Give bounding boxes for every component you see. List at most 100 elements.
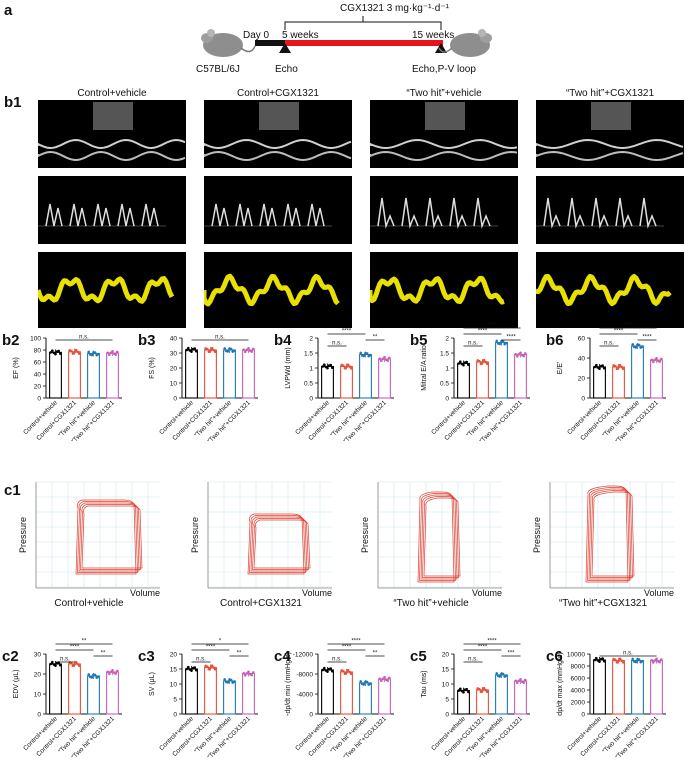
data-point — [467, 690, 470, 694]
doppler-trace — [38, 203, 166, 227]
y-tick-label: 10 — [170, 682, 178, 689]
tissue-doppler-trace — [38, 276, 175, 304]
data-point — [195, 668, 198, 672]
bar — [340, 671, 353, 715]
data-point — [498, 342, 502, 346]
pressure-axis-label: Pressure — [532, 517, 542, 553]
pressure-axis-label: Pressure — [360, 517, 370, 553]
data-point — [388, 356, 391, 360]
data-point — [74, 348, 78, 352]
tissue-doppler-image — [204, 252, 352, 328]
data-point — [185, 667, 188, 671]
tissue-doppler-wave — [204, 273, 340, 307]
doppler-wave — [567, 197, 585, 229]
bar-chart-c3: c3 0 5 10 15 20 SV (μL) Control+vehicle Control+… — [138, 639, 278, 776]
y-tick-label: 20 — [442, 652, 450, 659]
data-point — [637, 658, 641, 661]
data-point — [97, 352, 100, 356]
y-tick-label: 100 — [30, 336, 41, 343]
volume-axis-label: Volume — [130, 588, 160, 596]
data-point — [516, 354, 519, 358]
data-point — [78, 352, 81, 355]
pv-loop-trace — [247, 513, 305, 575]
data-point — [362, 683, 366, 686]
data-point — [195, 349, 198, 353]
significance-label: **** — [478, 329, 488, 335]
y-tick-label: 30 — [34, 652, 42, 659]
bar — [185, 349, 198, 399]
pv-loop-plot: Pressure Volume “Two hit”+CGX1321 — [528, 478, 678, 618]
pv-loop-svg: Pressure Volume — [532, 481, 674, 596]
data-point — [206, 347, 209, 351]
day0-label: Day 0 — [243, 30, 270, 41]
data-point — [185, 348, 188, 352]
data-point — [457, 362, 460, 365]
y-tick-label: 30 — [170, 351, 178, 358]
significance-label: ** — [101, 651, 106, 657]
data-point — [116, 350, 119, 354]
data-point — [214, 350, 217, 354]
bar — [87, 675, 100, 715]
data-point — [331, 669, 334, 673]
data-point — [210, 346, 214, 350]
data-point — [660, 357, 663, 361]
data-point — [522, 354, 525, 358]
doppler-echo-image — [370, 176, 518, 244]
data-point — [206, 665, 209, 669]
data-point — [595, 363, 598, 367]
doppler-wave — [45, 203, 63, 227]
doppler-trace — [536, 197, 664, 229]
data-point — [350, 366, 353, 370]
doppler-wave — [141, 203, 159, 227]
data-point — [658, 360, 661, 363]
y-tick-label: 2000 — [571, 700, 586, 707]
mmode-wall-line — [38, 150, 186, 162]
data-point — [478, 359, 481, 363]
y-axis-label: SV (μL) — [149, 672, 156, 696]
mmode-trace — [536, 102, 684, 161]
data-point — [90, 353, 94, 357]
panel-a-label: a — [4, 2, 13, 19]
echo-column-title: Control+vehicle — [77, 88, 147, 99]
data-point — [346, 668, 350, 672]
mouse-icon-left — [201, 29, 256, 57]
data-point — [348, 365, 351, 368]
mmode-inset — [259, 102, 299, 130]
mmode-trace — [370, 102, 518, 161]
volume-axis-label: Volume — [472, 588, 502, 596]
y-tick-label: 1 — [309, 366, 313, 373]
data-point — [323, 363, 326, 367]
data-point — [386, 679, 389, 682]
pressure-axis-label: Pressure — [18, 517, 28, 553]
data-point — [388, 676, 391, 680]
significance-label: ** — [373, 651, 378, 657]
bar — [457, 362, 470, 399]
mmode-wall-line — [204, 151, 352, 162]
y-tick-label: 10 — [170, 381, 178, 388]
data-point — [378, 677, 381, 681]
bar — [68, 663, 81, 715]
pv-loop-trace — [250, 516, 308, 572]
doppler-wave — [377, 197, 395, 229]
bar — [476, 689, 489, 715]
bar — [457, 690, 470, 715]
significance-label: n.s. — [332, 657, 342, 663]
mouse-icon-right — [438, 29, 492, 57]
mmode-wall-line — [370, 151, 518, 161]
data-point — [593, 365, 596, 369]
y-tick-label: 0 — [309, 712, 313, 719]
bar — [359, 682, 372, 715]
bar — [612, 366, 625, 399]
data-point — [386, 359, 389, 362]
data-point — [459, 687, 462, 691]
panel-label-b2: b2 — [2, 332, 20, 349]
data-point — [618, 363, 622, 367]
panel-label-c5: c5 — [410, 648, 427, 665]
data-point — [482, 358, 486, 362]
pv-loop-svg: Pressure Volume — [360, 481, 502, 596]
y-axis-label: EDV (μL) — [13, 670, 20, 699]
bar — [87, 353, 100, 399]
